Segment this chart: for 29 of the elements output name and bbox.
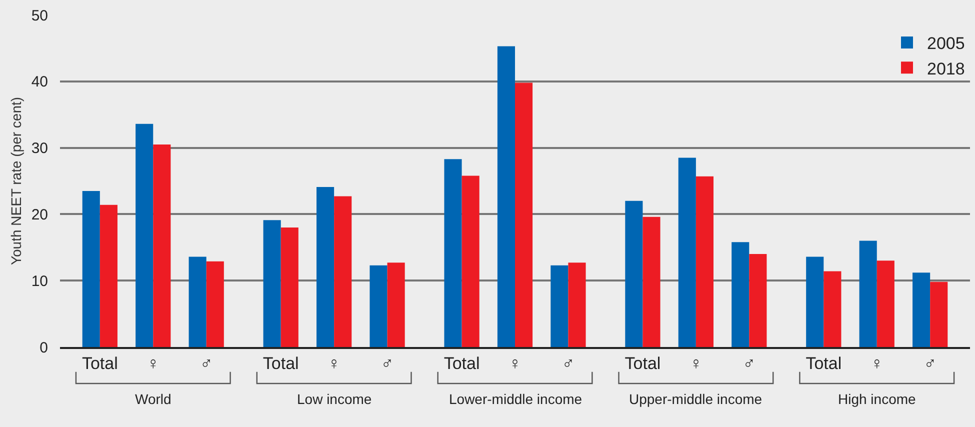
x-tick-label: ♀ bbox=[870, 354, 884, 374]
text: Upper-middle income bbox=[629, 391, 762, 407]
y-axis-title: Youth NEET rate (per cent) bbox=[8, 96, 24, 266]
text: Lower-middle income bbox=[449, 391, 582, 407]
y-tick-label: 50 bbox=[31, 7, 48, 24]
y-tick-label: 20 bbox=[31, 206, 48, 224]
legend-label: 2018 bbox=[927, 59, 965, 78]
text: High income bbox=[838, 391, 916, 407]
text: World bbox=[135, 391, 172, 407]
x-tick-label: Total bbox=[444, 354, 480, 374]
y-tick-label: 0 bbox=[40, 339, 48, 356]
x-tick-label: Total bbox=[82, 354, 118, 374]
y-tick-label: 30 bbox=[31, 140, 48, 158]
x-tick-label: ♂ bbox=[562, 354, 575, 374]
x-tick-label: Total bbox=[806, 354, 842, 374]
legend-label: 2005 bbox=[927, 34, 965, 54]
x-tick-label: ♀ bbox=[508, 354, 522, 374]
y-tick-label: 10 bbox=[31, 272, 48, 290]
x-tick-label: Total bbox=[262, 354, 299, 374]
x-tick-label: ♀ bbox=[146, 354, 160, 374]
x-tick-label: ♂ bbox=[200, 354, 213, 374]
x-tick-label: ♂ bbox=[380, 354, 394, 374]
x-tick-label: ♂ bbox=[742, 354, 756, 374]
x-tick-label: ♀ bbox=[690, 354, 702, 374]
text: Low income bbox=[297, 391, 372, 407]
x-tick-label: Total bbox=[624, 354, 661, 374]
x-tick-label: ♂ bbox=[924, 354, 936, 374]
x-tick-label: ♀ bbox=[328, 354, 340, 374]
y-tick-label: 40 bbox=[31, 74, 48, 91]
